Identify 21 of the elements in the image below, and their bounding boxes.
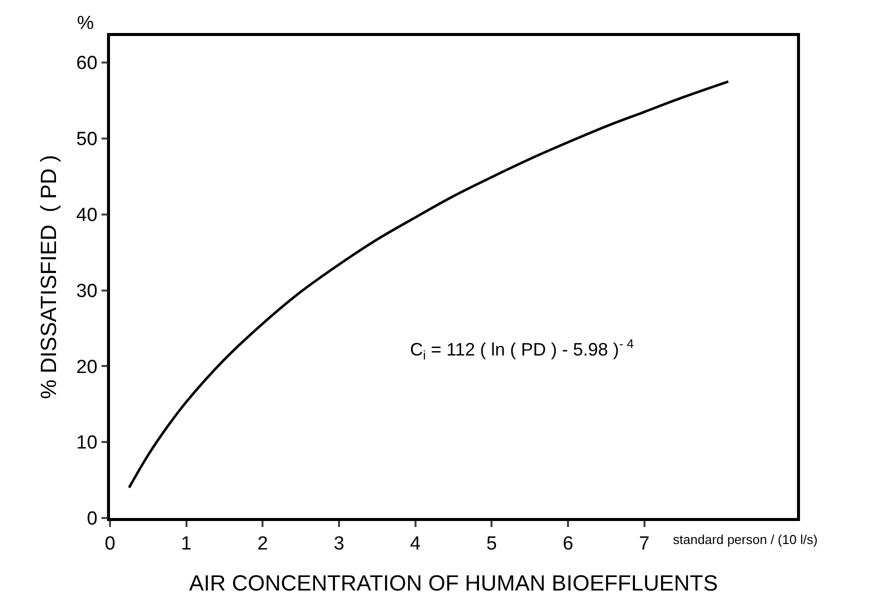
x-tick-label: 4 bbox=[410, 534, 422, 555]
x-tick-label: 1 bbox=[181, 534, 192, 555]
y-tick-label: 60 bbox=[76, 53, 98, 74]
y-tick-label: 20 bbox=[76, 356, 98, 378]
y-tick-label: 50 bbox=[76, 129, 98, 150]
y-tick-label: 40 bbox=[76, 205, 98, 226]
text: standard person / (10 l/s) bbox=[673, 532, 818, 547]
line-series bbox=[128, 80, 730, 489]
x-tick-label: 7 bbox=[639, 534, 650, 555]
x-tick-label: 2 bbox=[257, 534, 268, 555]
y-tick-label: 0 bbox=[86, 508, 98, 530]
y-axis-title: % DISSATISFIED ( PD ) bbox=[36, 154, 62, 400]
y-tick-label: 30 bbox=[76, 280, 98, 302]
x-tick-label: 5 bbox=[486, 534, 497, 555]
y-tick-label: 10 bbox=[76, 432, 98, 454]
annotation: C$_{i}$ = 112 ( ln ( PD ) - 5.98 )$^{- 4}$ bbox=[410, 337, 634, 362]
x-tick-label: 0 bbox=[104, 534, 116, 555]
text: % bbox=[77, 13, 94, 34]
x-tick-label: 6 bbox=[562, 534, 574, 555]
x-tick-label: 3 bbox=[334, 534, 344, 555]
x-axis-title: AIR CONCENTRATION OF HUMAN BIOEFFLUENTS bbox=[189, 570, 718, 596]
